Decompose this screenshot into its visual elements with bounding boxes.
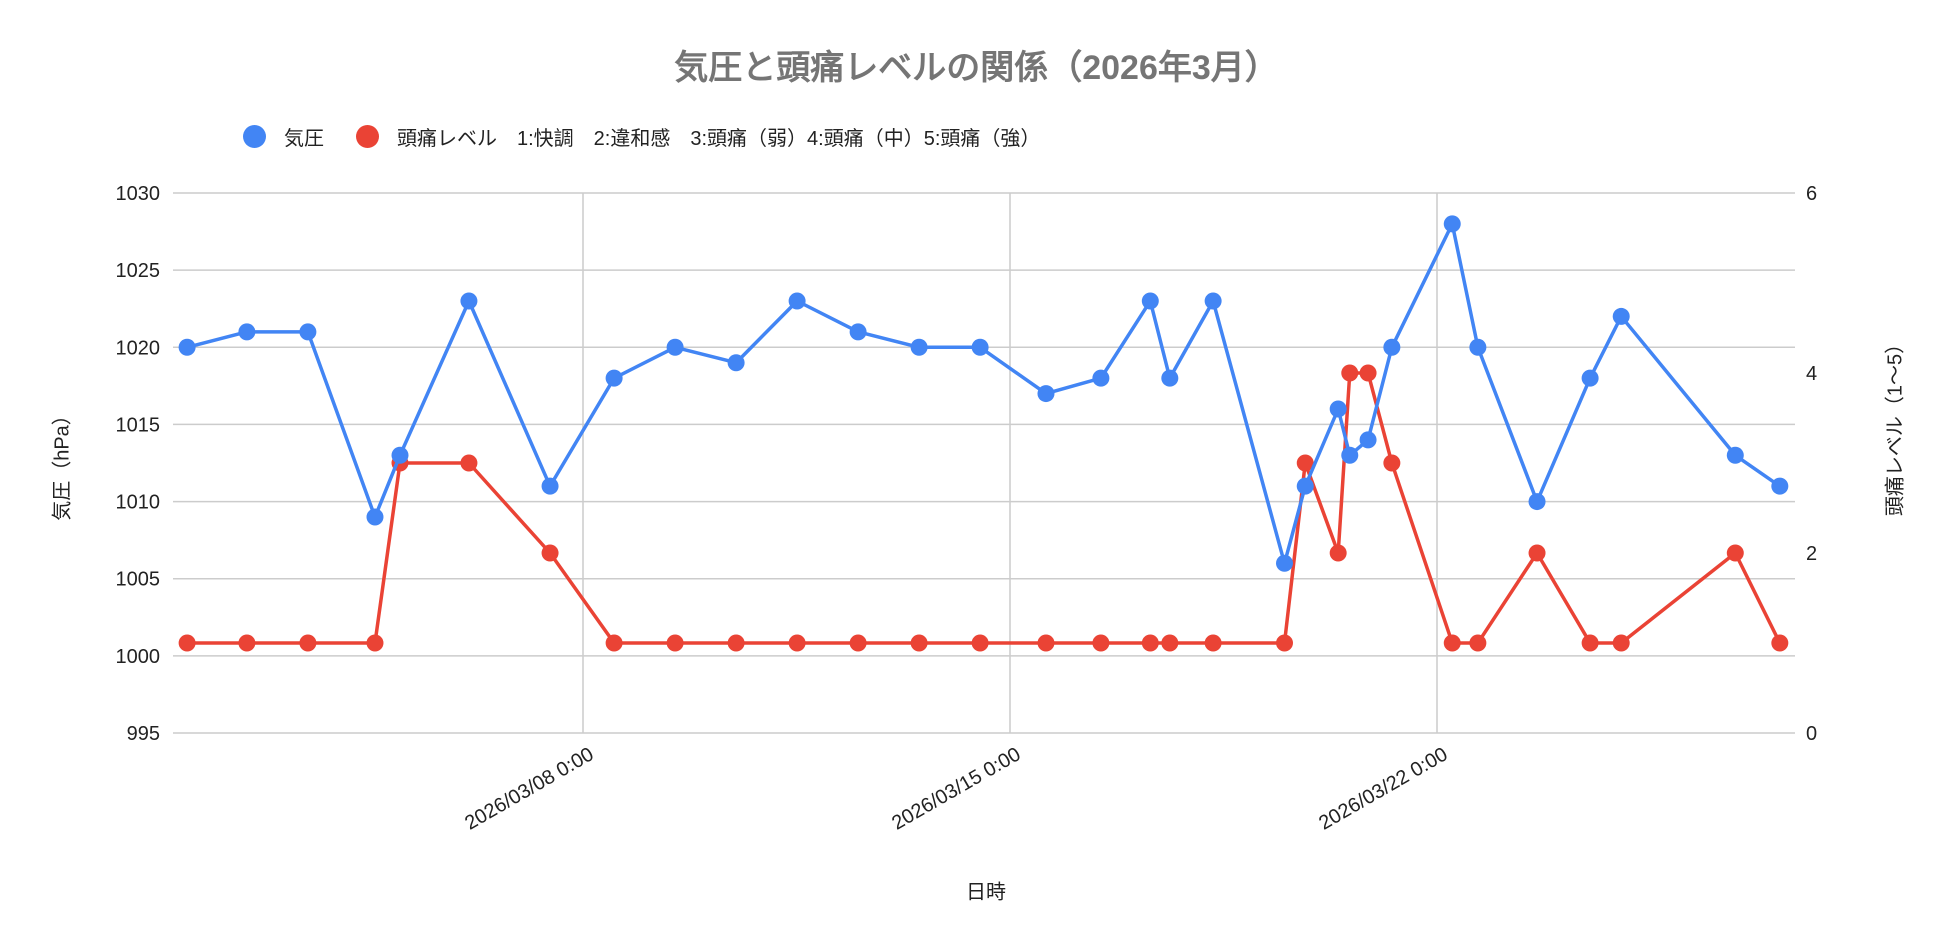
data-point[interactable] [605, 634, 623, 652]
left-axis-tick-label: 1030 [116, 183, 161, 205]
data-point[interactable] [1469, 338, 1487, 356]
data-point[interactable] [666, 338, 684, 356]
data-point[interactable] [1204, 634, 1222, 652]
data-point[interactable] [1581, 634, 1599, 652]
data-point[interactable] [1469, 634, 1487, 652]
chart-title: 気圧と頭痛レベルの関係（2026年3月） [674, 49, 1279, 87]
data-point[interactable] [727, 354, 745, 372]
right-axis-tick-label: 0 [1806, 723, 1817, 745]
left-axis-ticks: 995 1000 1005 1010 1015 1020 1025 1030 [116, 183, 161, 745]
data-point[interactable] [1296, 477, 1314, 495]
series-headache-level [178, 364, 1789, 652]
data-point[interactable] [1341, 446, 1359, 464]
data-point[interactable] [178, 634, 196, 652]
legend-item-headache[interactable]: 頭痛レベル 1:快調 2:違和感 3:頭痛（弱）4:頭痛（中）5:頭痛（強） [356, 122, 1040, 151]
data-point[interactable] [1037, 634, 1055, 652]
data-point[interactable] [1092, 369, 1110, 387]
right-axis-title: 頭痛レベル（1〜5） [1884, 333, 1907, 517]
x-axis-tick-label: 2026/03/22 0:00 [1315, 743, 1451, 834]
data-point[interactable] [1359, 431, 1377, 449]
data-point[interactable] [1359, 364, 1377, 382]
x-axis-ticks: 2026/03/08 0:00 2026/03/15 0:00 2026/03/22… [461, 743, 1451, 834]
data-point[interactable] [1161, 369, 1179, 387]
series-pressure [178, 215, 1789, 572]
data-point[interactable] [971, 634, 989, 652]
right-axis-tick-label: 4 [1806, 363, 1817, 385]
legend: 気圧 頭痛レベル 1:快調 2:違和感 3:頭痛（弱）4:頭痛（中）5:頭痛（強… [243, 122, 1072, 150]
series-line [186, 222, 1781, 566]
data-point[interactable] [1726, 446, 1744, 464]
legend-dot-icon [243, 124, 266, 148]
data-point[interactable] [1204, 292, 1222, 310]
data-point[interactable] [849, 323, 867, 341]
data-point[interactable] [1341, 364, 1359, 382]
data-point[interactable] [366, 508, 384, 526]
x-axis-title: 日時 [966, 881, 1006, 904]
right-axis-tick-label: 2 [1806, 543, 1817, 565]
data-point[interactable] [788, 292, 806, 310]
data-point[interactable] [1141, 634, 1159, 652]
left-axis-tick-label: 1005 [116, 569, 161, 591]
data-point[interactable] [1329, 544, 1347, 562]
data-point[interactable] [1581, 369, 1599, 387]
data-point[interactable] [666, 634, 684, 652]
data-point[interactable] [541, 544, 559, 562]
data-point[interactable] [1037, 385, 1055, 403]
left-axis-tick-label: 1015 [116, 414, 161, 436]
legend-label-headache: 頭痛レベル 1:快調 2:違和感 3:頭痛（弱）4:頭痛（中）5:頭痛（強） [397, 127, 1041, 150]
data-point[interactable] [849, 634, 867, 652]
data-point[interactable] [1161, 634, 1179, 652]
left-axis-tick-label: 1020 [116, 337, 161, 359]
left-axis-tick-label: 1000 [116, 646, 161, 668]
data-point[interactable] [910, 634, 928, 652]
data-point[interactable] [727, 634, 745, 652]
data-point[interactable] [1092, 634, 1110, 652]
left-axis-tick-label: 1010 [116, 492, 161, 514]
data-point[interactable] [460, 454, 478, 472]
data-point[interactable] [1443, 215, 1461, 233]
data-point[interactable] [605, 369, 623, 387]
data-point[interactable] [1329, 400, 1347, 418]
right-axis-ticks: 0 2 4 6 [1806, 183, 1817, 745]
data-point[interactable] [178, 338, 196, 356]
data-point[interactable] [238, 634, 256, 652]
data-point[interactable] [910, 338, 928, 356]
left-axis-tick-label: 995 [127, 723, 160, 745]
data-point[interactable] [1383, 454, 1401, 472]
legend-label-pressure: 気圧 [284, 127, 324, 150]
data-point[interactable] [460, 292, 478, 310]
data-point[interactable] [299, 634, 317, 652]
data-point[interactable] [788, 634, 806, 652]
data-point[interactable] [1612, 634, 1630, 652]
data-point[interactable] [366, 634, 384, 652]
data-point[interactable] [1276, 634, 1293, 652]
data-point[interactable] [1528, 493, 1546, 511]
data-point[interactable] [391, 446, 409, 464]
data-point[interactable] [1528, 544, 1546, 562]
data-point[interactable] [971, 338, 989, 356]
data-point[interactable] [1612, 307, 1630, 325]
data-point[interactable] [541, 477, 559, 495]
data-point[interactable] [1443, 634, 1461, 652]
data-point[interactable] [1771, 634, 1789, 652]
data-point[interactable] [299, 323, 317, 341]
data-point[interactable] [1771, 477, 1789, 495]
x-axis-tick-label: 2026/03/08 0:00 [461, 743, 597, 834]
left-axis-tick-label: 1025 [116, 260, 161, 282]
legend-dot-icon [356, 124, 379, 148]
data-point[interactable] [1141, 292, 1159, 310]
data-point[interactable] [1726, 544, 1744, 562]
right-axis-tick-label: 6 [1806, 183, 1817, 205]
data-point[interactable] [238, 323, 256, 341]
x-axis-tick-label: 2026/03/15 0:00 [888, 743, 1024, 834]
legend-item-pressure[interactable]: 気圧 [243, 122, 324, 151]
data-point[interactable] [1383, 338, 1401, 356]
data-point[interactable] [1296, 454, 1314, 472]
data-point[interactable] [1276, 554, 1293, 572]
left-axis-title: 気圧（hPa） [51, 405, 74, 521]
